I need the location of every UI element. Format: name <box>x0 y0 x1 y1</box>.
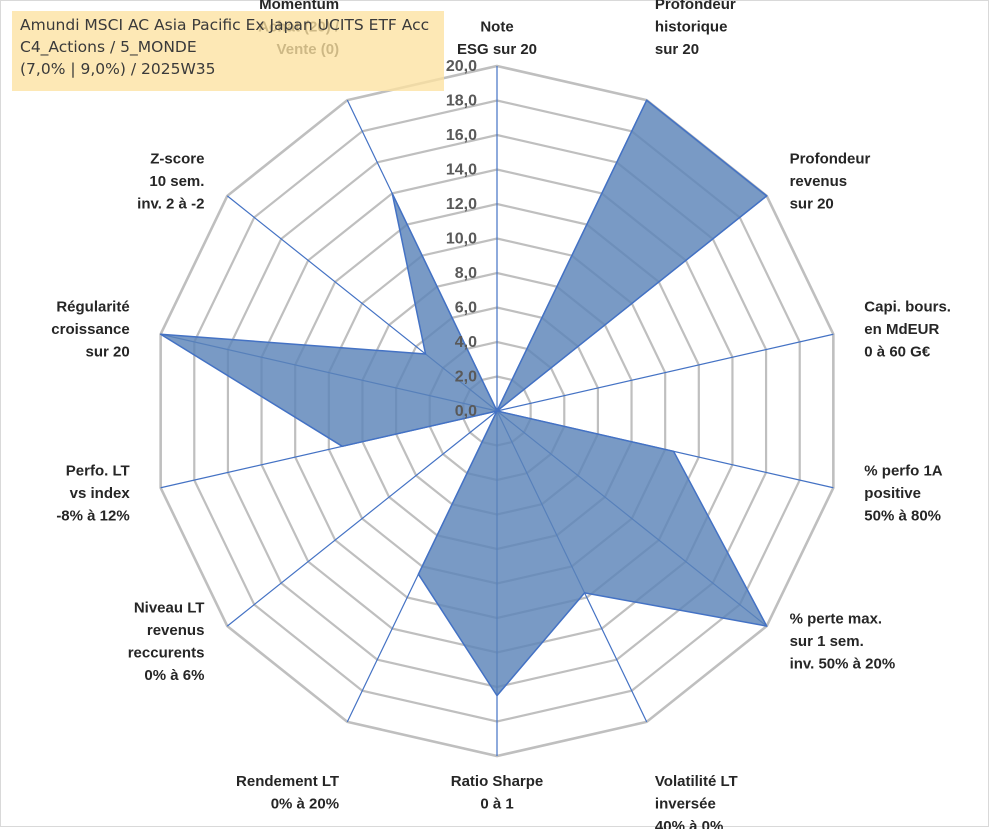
axis-label: Profondeur historique sur 20 <box>655 0 736 58</box>
chart-title-box: Amundi MSCI AC Asia Pacific Ex Japan UCI… <box>12 11 444 91</box>
axis-label: Régularité croissance sur 20 <box>51 298 129 360</box>
tick-label: 8,0 <box>455 265 477 282</box>
axis-spoke <box>226 410 498 627</box>
axis-label: Capi. bours. en MdEUR 0 à 60 G€ <box>864 298 951 360</box>
chart-title-fund-name: Amundi MSCI AC Asia Pacific Ex Japan UCI… <box>20 16 430 34</box>
axis-label: % perfo 1A positive 50% à 80% <box>864 463 943 525</box>
radial-tick-labels: 0,0 2,0 4,0 6,0 8,0 10,0 12,0 14,0 16,0 18,0 20,0 <box>446 58 477 420</box>
tick-label: 0,0 <box>455 403 477 420</box>
tick-label: 6,0 <box>455 300 477 317</box>
tick-label: 20,0 <box>446 58 477 75</box>
tick-label: 12,0 <box>446 196 477 213</box>
axis-label: Rendement LT 0% à 20% <box>236 773 339 813</box>
tick-label: 18,0 <box>446 93 477 110</box>
tick-label: 16,0 <box>446 127 477 144</box>
tick-label: 14,0 <box>446 162 477 179</box>
tick-label: 4,0 <box>455 334 477 351</box>
chart-title-category: C4_Actions / 5_MONDE <box>20 38 197 56</box>
axis-label: Niveau LT revenus reccurents 0% à 6% <box>128 599 205 684</box>
axis-label: Ratio Sharpe 0 à 1 <box>451 773 544 813</box>
tick-label: 2,0 <box>455 369 477 386</box>
axis-label: % perte max. sur 1 sem. inv. 50% à 20% <box>790 611 896 673</box>
chart-title-period: (7,0% | 9,0%) / 2025W35 <box>20 60 216 78</box>
axis-spoke <box>496 333 834 412</box>
radar-series <box>159 99 768 697</box>
axis-label: Perfo. LT vs index -8% à 12% <box>56 463 130 525</box>
axis-label: Profondeur revenus sur 20 <box>790 150 871 212</box>
axis-label: Z-score 10 sem. inv. 2 à -2 <box>137 150 204 212</box>
tick-label: 10,0 <box>446 231 477 248</box>
axis-label: Note ESG sur 20 <box>457 19 537 59</box>
axis-label: Volatilité LT inversée 40% à 0% <box>655 773 738 829</box>
